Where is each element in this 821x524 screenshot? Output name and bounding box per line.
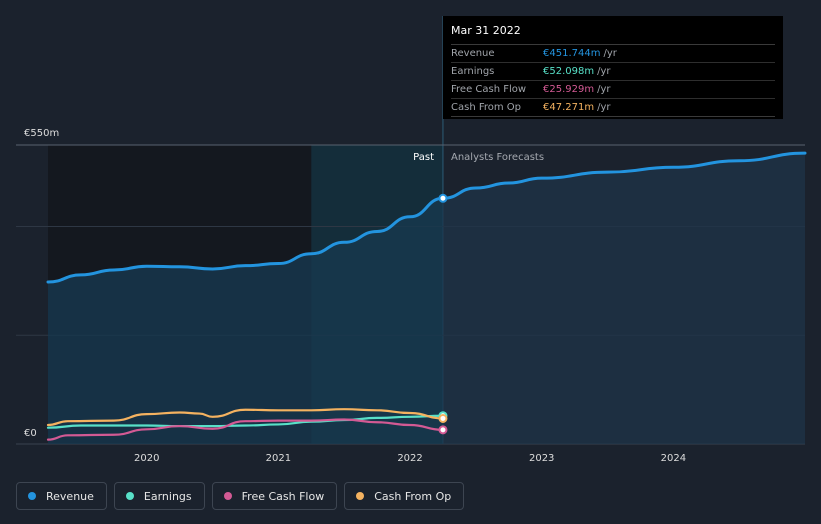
y-axis-bottom-label: €0 <box>24 428 37 439</box>
legend-item-revenue[interactable]: Revenue <box>16 482 107 510</box>
legend-label: Revenue <box>46 489 94 503</box>
tooltip-label: Cash From Op <box>451 102 522 113</box>
tooltip-unit: /yr <box>597 66 611 77</box>
revenue-area <box>48 198 443 444</box>
tooltip-unit: /yr <box>603 48 617 59</box>
legend-dot-icon <box>28 492 36 500</box>
free-cash-flow-point <box>438 425 448 435</box>
x-tick-label: 2024 <box>661 453 686 464</box>
tooltip-rows: Revenue €451.744m/yr Earnings €52.098m/yr Fr… <box>451 45 775 117</box>
x-axis-ticks: 2020 2021 2022 2023 2024 <box>134 453 686 464</box>
legend-dot-icon <box>223 492 232 500</box>
tooltip-row: Revenue €451.744m/yr <box>451 45 775 63</box>
y-axis-top-label: €550m <box>24 128 59 139</box>
legend-label: Cash From Op <box>374 489 452 503</box>
x-tick-label: 2020 <box>134 453 159 464</box>
tooltip: Mar 31 2022 Revenue €451.744m/yr Earnings €… <box>443 16 783 119</box>
legend-item-earnings[interactable]: Earnings <box>113 482 205 510</box>
legend-dot-icon <box>356 492 365 500</box>
x-tick-label: 2022 <box>397 453 422 464</box>
cash-from-op-line <box>46 408 445 427</box>
legend-item-free-cash-flow[interactable]: Free Cash Flow <box>211 482 338 510</box>
tooltip-label: Revenue <box>451 48 495 59</box>
legend-item-cash-from-op[interactable]: Cash From Op <box>344 482 465 510</box>
tooltip-unit: /yr <box>597 102 611 113</box>
x-tick-label: 2023 <box>529 453 554 464</box>
tooltip-label: Earnings <box>451 66 495 77</box>
series-lines <box>46 151 807 441</box>
revenue-point <box>438 193 448 203</box>
tooltip-value: €25.929m <box>543 84 595 95</box>
revenue-forecast-line <box>441 151 807 200</box>
earnings-line <box>46 414 445 429</box>
legend-dot-icon <box>125 492 134 500</box>
past-label: Past <box>413 152 434 163</box>
tooltip-value: €451.744m <box>543 48 601 59</box>
highlight-points <box>438 193 448 435</box>
legend-label: Free Cash Flow <box>241 489 325 503</box>
free-cash-flow-line <box>46 418 445 441</box>
tooltip-unit: /yr <box>597 84 611 95</box>
cash-from-op-point <box>438 413 448 423</box>
revenue-line <box>46 196 445 284</box>
revenue-forecast-area <box>442 153 805 444</box>
legend-label: Earnings <box>143 489 192 503</box>
tooltip-label: Free Cash Flow <box>451 84 527 95</box>
x-tick-label: 2021 <box>266 453 291 464</box>
area-fills <box>48 153 805 444</box>
tooltip-row: Cash From Op €47.271m/yr <box>451 99 775 117</box>
tooltip-row: Free Cash Flow €25.929m/yr <box>451 81 775 99</box>
tooltip-value: €52.098m <box>543 66 595 77</box>
forecast-label: Analysts Forecasts <box>451 152 544 163</box>
tooltip-value: €47.271m <box>543 102 595 113</box>
legend: Revenue Earnings Free Cash Flow Cash From O… <box>16 482 465 510</box>
tooltip-row: Earnings €52.098m/yr <box>451 63 775 81</box>
tooltip-date: Mar 31 2022 <box>451 22 775 45</box>
